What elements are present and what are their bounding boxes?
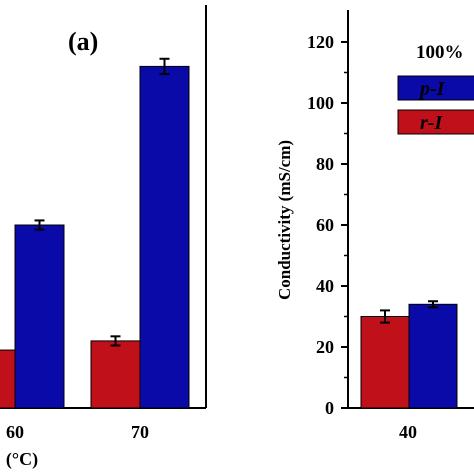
ytick-label-120: 120	[307, 32, 334, 52]
bar-40-s0	[360, 316, 410, 409]
ytick-label-0: 0	[325, 398, 334, 418]
panel-b-yticks: 0 20 40 60 80 100 120	[307, 32, 348, 418]
panel-b-xtick-label-40: 40	[399, 422, 417, 442]
legend-swatch-p	[397, 75, 474, 101]
panel-a-xaxis-title: (°C)	[6, 449, 38, 470]
ytick-label-80: 80	[316, 154, 334, 174]
panel-a-bars	[0, 57, 190, 409]
panel-b-bars	[360, 300, 458, 409]
panel-a-xtick-label-70: 70	[131, 422, 149, 442]
legend-label-r: r-I	[420, 112, 443, 134]
legend-title: 100%	[416, 42, 464, 63]
ytick-label-20: 20	[316, 337, 334, 357]
panel-b-yaxis-title: Conductivity (mS/cm)	[275, 140, 294, 300]
bar-40-s1	[408, 303, 458, 409]
bar-70-s1	[139, 65, 190, 409]
legend-label-p: p-I	[418, 78, 446, 100]
bar-60-s1	[14, 224, 65, 409]
bar-70-s0	[90, 340, 141, 409]
panel-a-xtick-label-60: 60	[6, 422, 24, 442]
panel-a: (a) 60 70 (°C)	[0, 5, 207, 470]
bar-60-s0	[0, 349, 16, 409]
legend-swatch-r	[397, 109, 474, 135]
panel-a-label: (a)	[68, 27, 98, 56]
ytick-label-100: 100	[307, 93, 334, 113]
ytick-label-60: 60	[316, 215, 334, 235]
ytick-label-40: 40	[316, 276, 334, 296]
